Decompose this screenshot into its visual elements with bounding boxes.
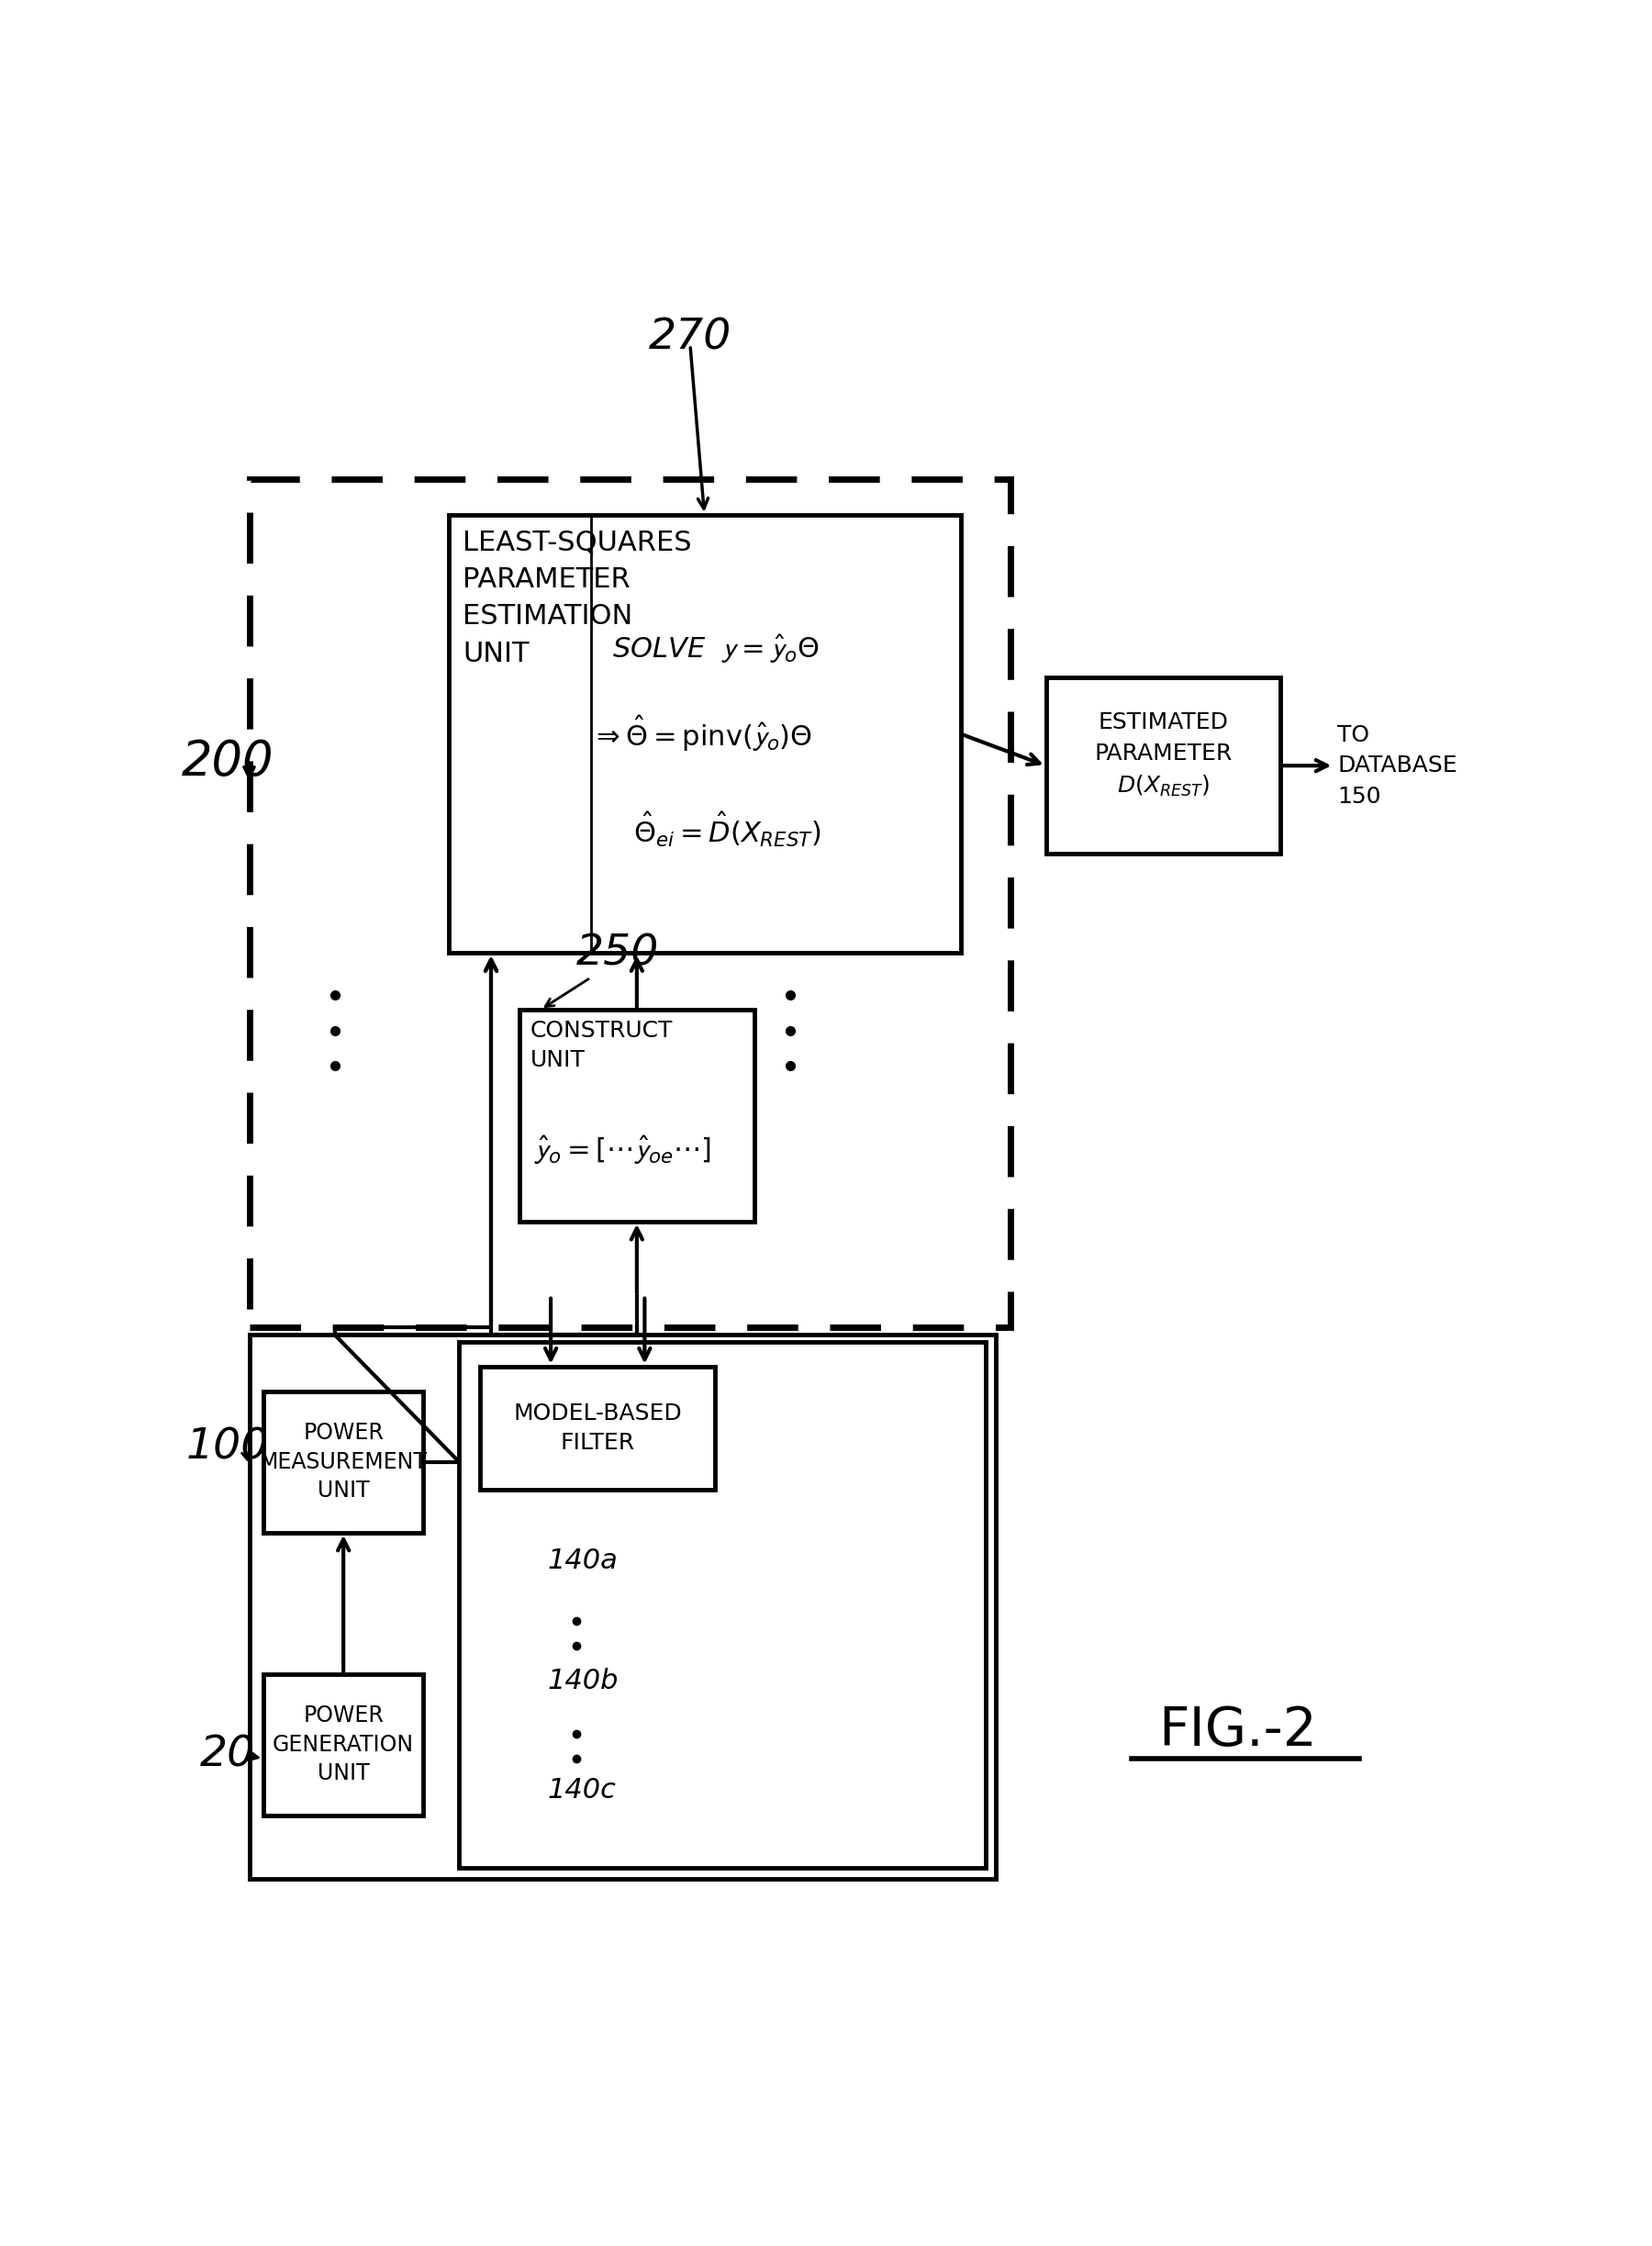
Text: POWER
MEASUREMENT
UNIT: POWER MEASUREMENT UNIT	[259, 1422, 428, 1503]
Bar	[481, 1366, 715, 1489]
Text: ESTIMATED
PARAMETER
$D(X_{REST})$: ESTIMATED PARAMETER $D(X_{REST})$	[1094, 712, 1232, 800]
Bar	[263, 1673, 423, 1815]
Text: FIG.-2: FIG.-2	[1158, 1705, 1317, 1756]
Text: TO
DATABASE
150: TO DATABASE 150	[1338, 723, 1457, 806]
Text: 140b: 140b	[548, 1667, 620, 1693]
Text: 100: 100	[187, 1426, 269, 1469]
Bar	[459, 1341, 985, 1869]
Bar	[448, 514, 960, 952]
Text: 140a: 140a	[548, 1547, 618, 1574]
Text: $\hat{\Theta}_{ei} = \hat{D}(X_{REST})$: $\hat{\Theta}_{ei} = \hat{D}(X_{REST})$	[633, 811, 821, 849]
Text: 140c: 140c	[548, 1777, 616, 1804]
Text: 200: 200	[182, 739, 274, 786]
Text: $\hat{\mathcal{y}}_o = [\cdots\hat{\mathcal{y}}_{oe}\cdots]$: $\hat{\mathcal{y}}_o = [\cdots\hat{\math…	[534, 1134, 710, 1168]
Text: POWER
GENERATION
UNIT: POWER GENERATION UNIT	[273, 1705, 415, 1786]
Bar	[1046, 678, 1280, 853]
Text: 250: 250	[577, 932, 659, 975]
Text: MODEL-BASED
FILTER: MODEL-BASED FILTER	[514, 1404, 682, 1453]
Bar	[249, 1334, 996, 1880]
Bar	[519, 1008, 755, 1222]
Text: CONSTRUCT
UNIT: CONSTRUCT UNIT	[530, 1020, 672, 1071]
Text: 270: 270	[649, 317, 732, 359]
Bar	[249, 478, 1011, 1327]
Bar	[263, 1390, 423, 1532]
Text: 20: 20	[200, 1734, 256, 1777]
Text: $\Rightarrow \hat{\Theta} = \mathrm{pinv}(\hat{\mathcal{y}}_o)\Theta$: $\Rightarrow \hat{\Theta} = \mathrm{pinv…	[591, 714, 811, 755]
Text: LEAST-SQUARES
PARAMETER
ESTIMATION
UNIT: LEAST-SQUARES PARAMETER ESTIMATION UNIT	[463, 528, 692, 667]
Text: SOLVE  $\mathcal{y} = \hat{\mathcal{y}}_o\Theta$: SOLVE $\mathcal{y} = \hat{\mathcal{y}}_o…	[611, 633, 819, 665]
